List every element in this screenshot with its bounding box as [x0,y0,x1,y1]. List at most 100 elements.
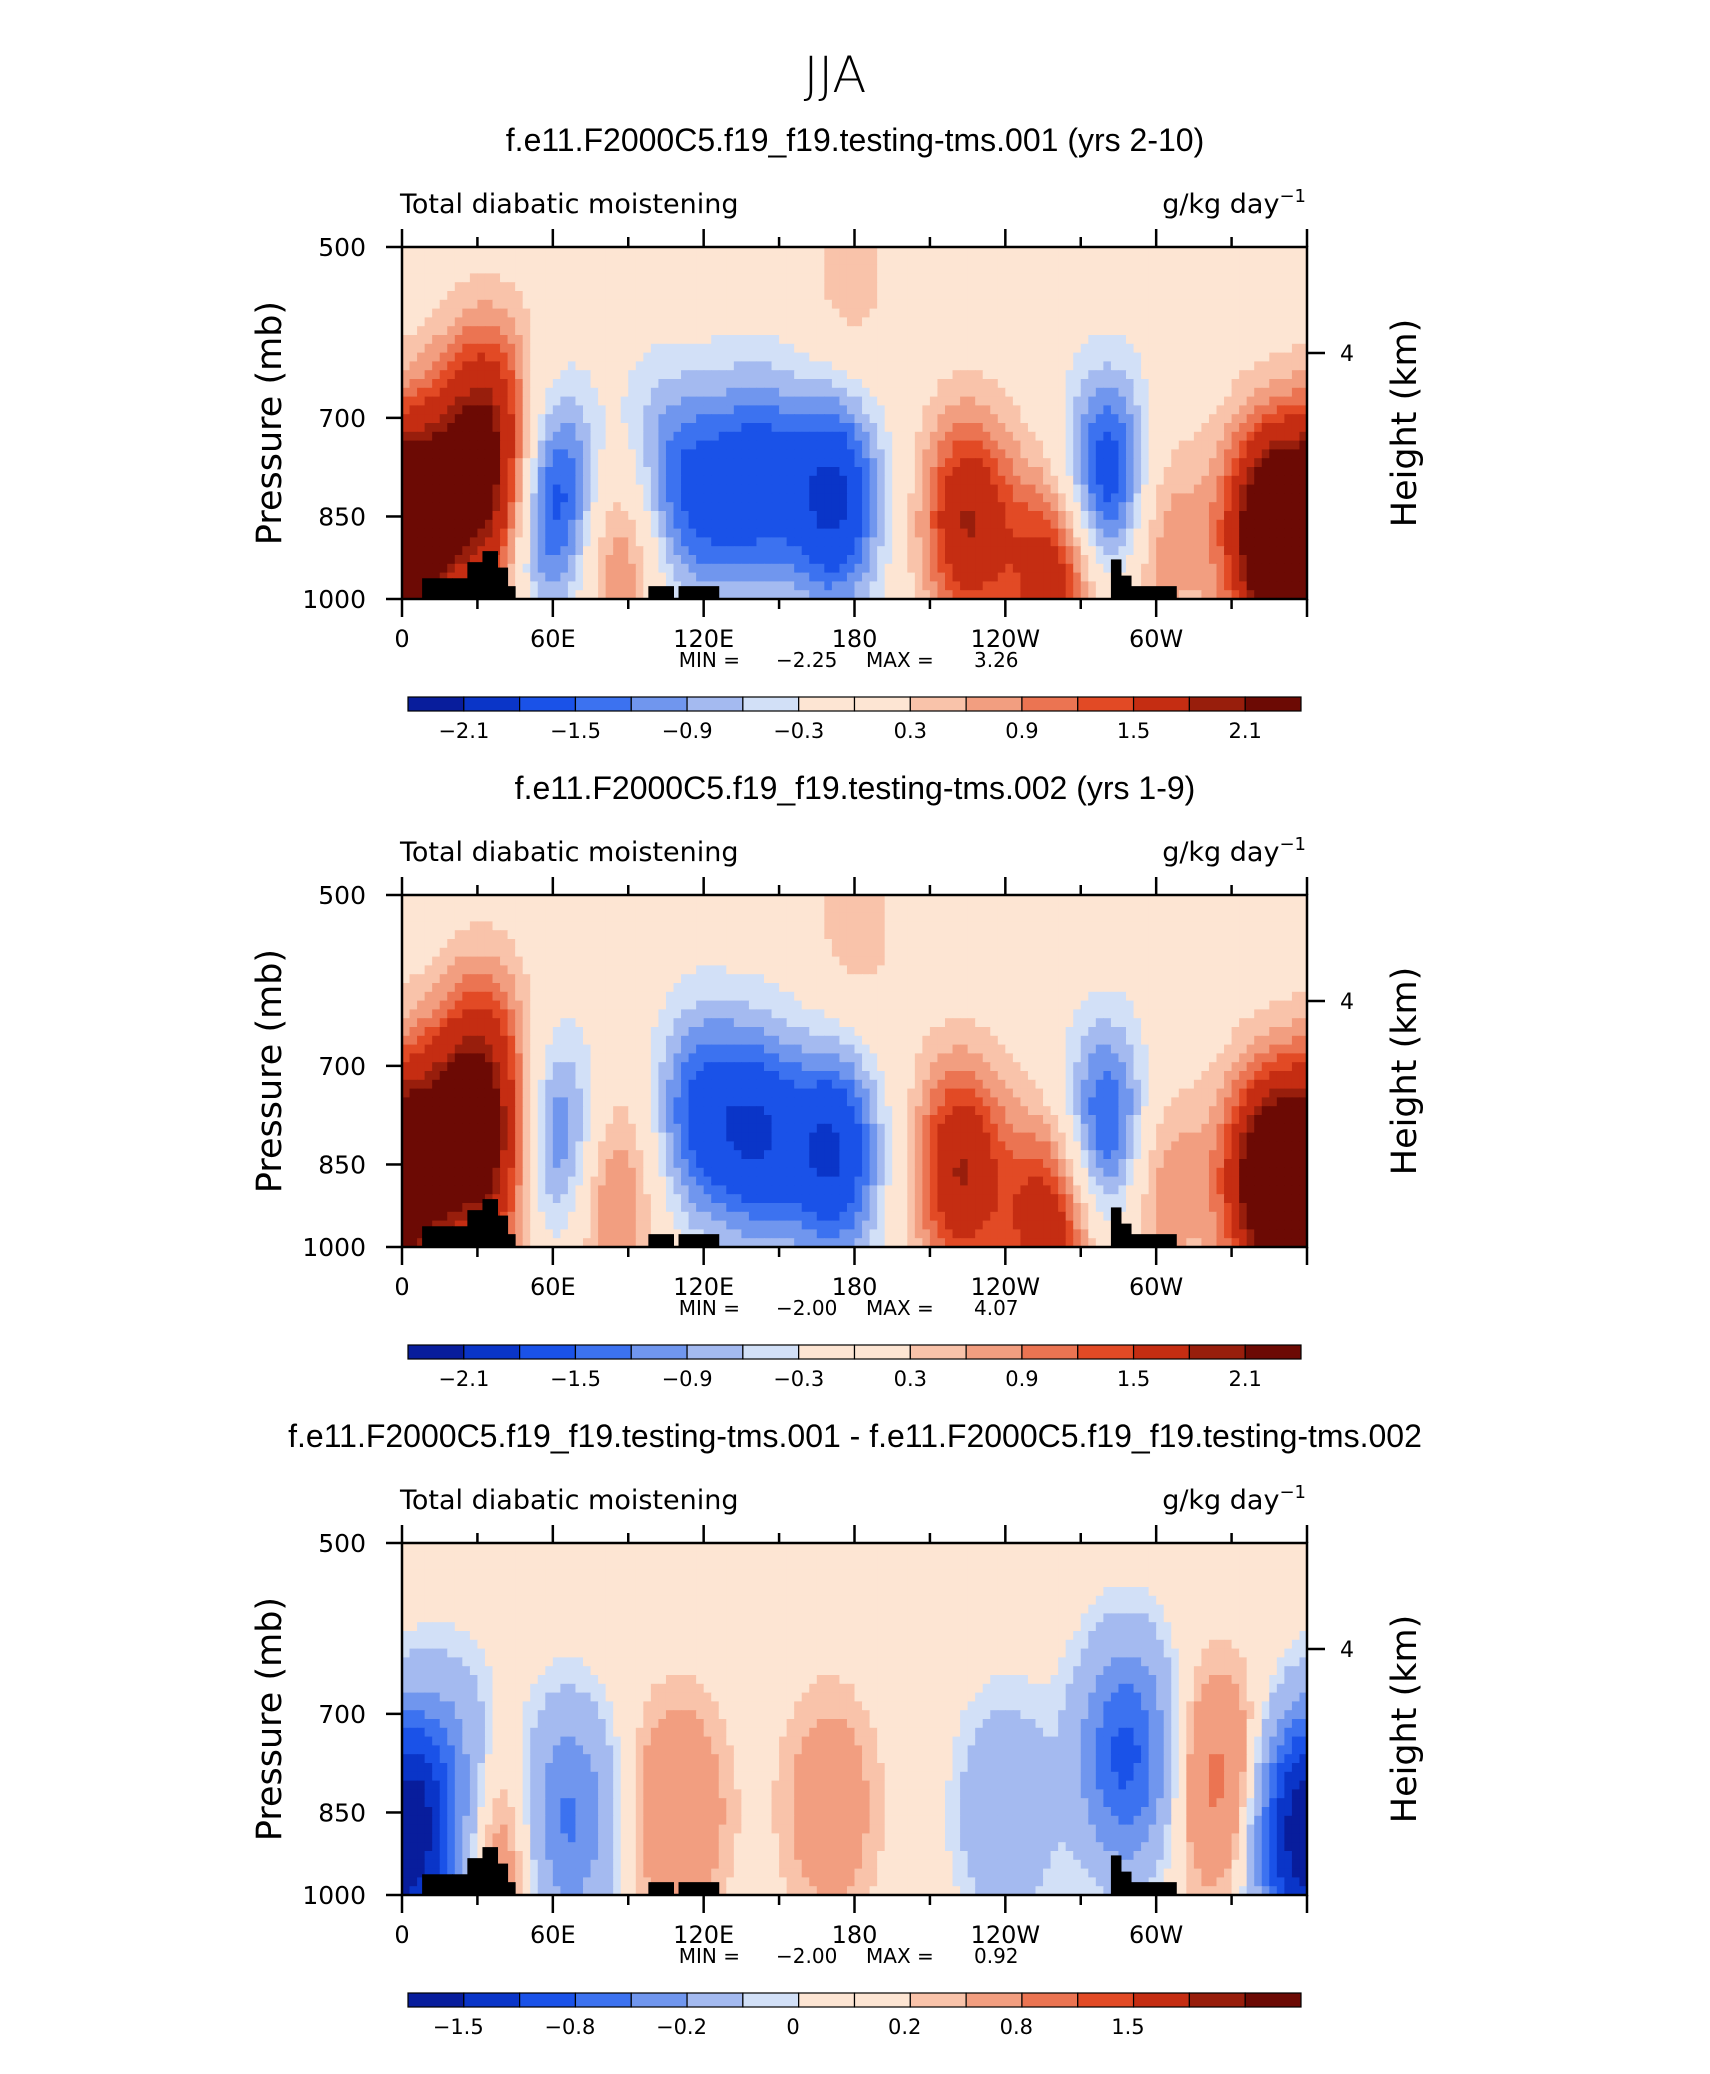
heatmap-cell [1284,299,1293,310]
heatmap-cell [764,352,773,362]
heatmap-cell [1118,519,1127,530]
heatmap-cell [1163,247,1172,257]
heatmap-cell [839,493,848,503]
heatmap-cell [960,475,969,486]
heatmap-cell [711,493,720,503]
heatmap-cell [628,299,637,310]
heatmap-cell [515,387,524,398]
heatmap-cell [477,519,486,530]
heatmap-cell [854,511,863,521]
heatmap-cell [711,546,720,556]
heatmap-cell [1201,335,1210,345]
heatmap-cell [771,308,780,318]
heatmap-cell [997,493,1006,503]
heatmap-cell [1186,555,1195,565]
heatmap-cell [1224,572,1233,582]
heatmap-cell [688,264,697,274]
heatmap-cell [982,572,991,582]
heatmap-cell [952,317,961,327]
heatmap-cell [1186,484,1195,494]
heatmap-cell [454,282,463,292]
heatmap-cell [1027,546,1037,556]
heatmap-cell [899,379,908,389]
heatmap-cell [1035,493,1044,503]
heatmap-cell [1027,484,1037,494]
heatmap-cell [1058,511,1067,521]
heatmap-cell [1163,475,1172,486]
heatmap-cell [771,484,780,494]
heatmap-cell [929,563,939,574]
heatmap-cell [1110,895,1120,905]
heatmap-cell [560,581,569,591]
heatmap-cell [1110,361,1120,371]
heatmap-cell [537,895,546,905]
heatmap-cell [718,361,727,371]
heatmap-cell [583,572,592,582]
heatmap-cell [492,352,501,362]
heatmap-cell [1088,326,1097,336]
heatmap-cell [1216,581,1225,591]
heatmap-cell [756,546,765,556]
heatmap-cell [1073,379,1082,389]
heatmap-cell [907,590,916,600]
heatmap-cell [960,370,969,380]
heatmap-cell [1246,308,1255,318]
heatmap-cell [1005,440,1014,450]
heatmap-cell [507,405,516,415]
heatmap-cell [1276,458,1285,468]
heatmap-cell [967,493,976,503]
heatmap-cell [1058,264,1067,274]
heatmap-cell [794,299,803,310]
heatmap-cell [1201,299,1210,310]
heatmap-cell [711,379,720,389]
heatmap-cell [809,343,818,354]
heatmap-cell [454,414,463,424]
heatmap-cell [914,396,923,406]
heatmap-cell [1284,273,1293,283]
heatmap-cell [937,379,946,389]
heatmap-cell [824,555,833,565]
heatmap-cell [756,519,765,530]
heatmap-cell [560,528,569,538]
heatmap-cell [628,572,637,582]
heatmap-cell [1133,581,1142,591]
heatmap-cell [515,895,524,905]
heatmap-cell [846,308,856,318]
heatmap-cell [771,440,780,450]
heatmap-cell [590,255,599,266]
heatmap-cell [1208,343,1218,354]
heatmap-cell [884,555,893,565]
heatmap-cell [567,308,577,318]
heatmap-cell [1231,299,1240,310]
heatmap-cell [1178,396,1187,406]
heatmap-cell [907,414,916,424]
heatmap-cell [1156,396,1165,406]
heatmap-cell [447,423,456,433]
heatmap-cell [899,343,908,354]
heatmap-cell [982,519,991,530]
heatmap-cell [982,361,991,371]
heatmap-cell [432,511,441,521]
heatmap-cell [1299,255,1308,266]
heatmap-cell [1110,528,1120,538]
heatmap-cell [515,537,524,547]
heatmap-cell [756,282,765,292]
heatmap-cell [515,440,524,450]
heatmap-cell [884,255,893,266]
heatmap-cell [469,555,479,565]
heatmap-cell [718,431,727,442]
heatmap-cell [484,273,494,283]
heatmap-cell [854,572,863,582]
heatmap-cell [1178,299,1187,310]
heatmap-cell [1246,537,1255,547]
heatmap-cell [718,511,727,521]
heatmap-cell [869,308,878,318]
heatmap-cell [620,493,629,503]
heatmap-cell [801,467,810,477]
heatmap-cell [469,317,479,327]
heatmap-cell [839,405,848,415]
heatmap-cell [982,458,991,468]
heatmap-cell [824,467,833,477]
heatmap-cell [1058,493,1067,503]
heatmap-cell [1178,414,1187,424]
